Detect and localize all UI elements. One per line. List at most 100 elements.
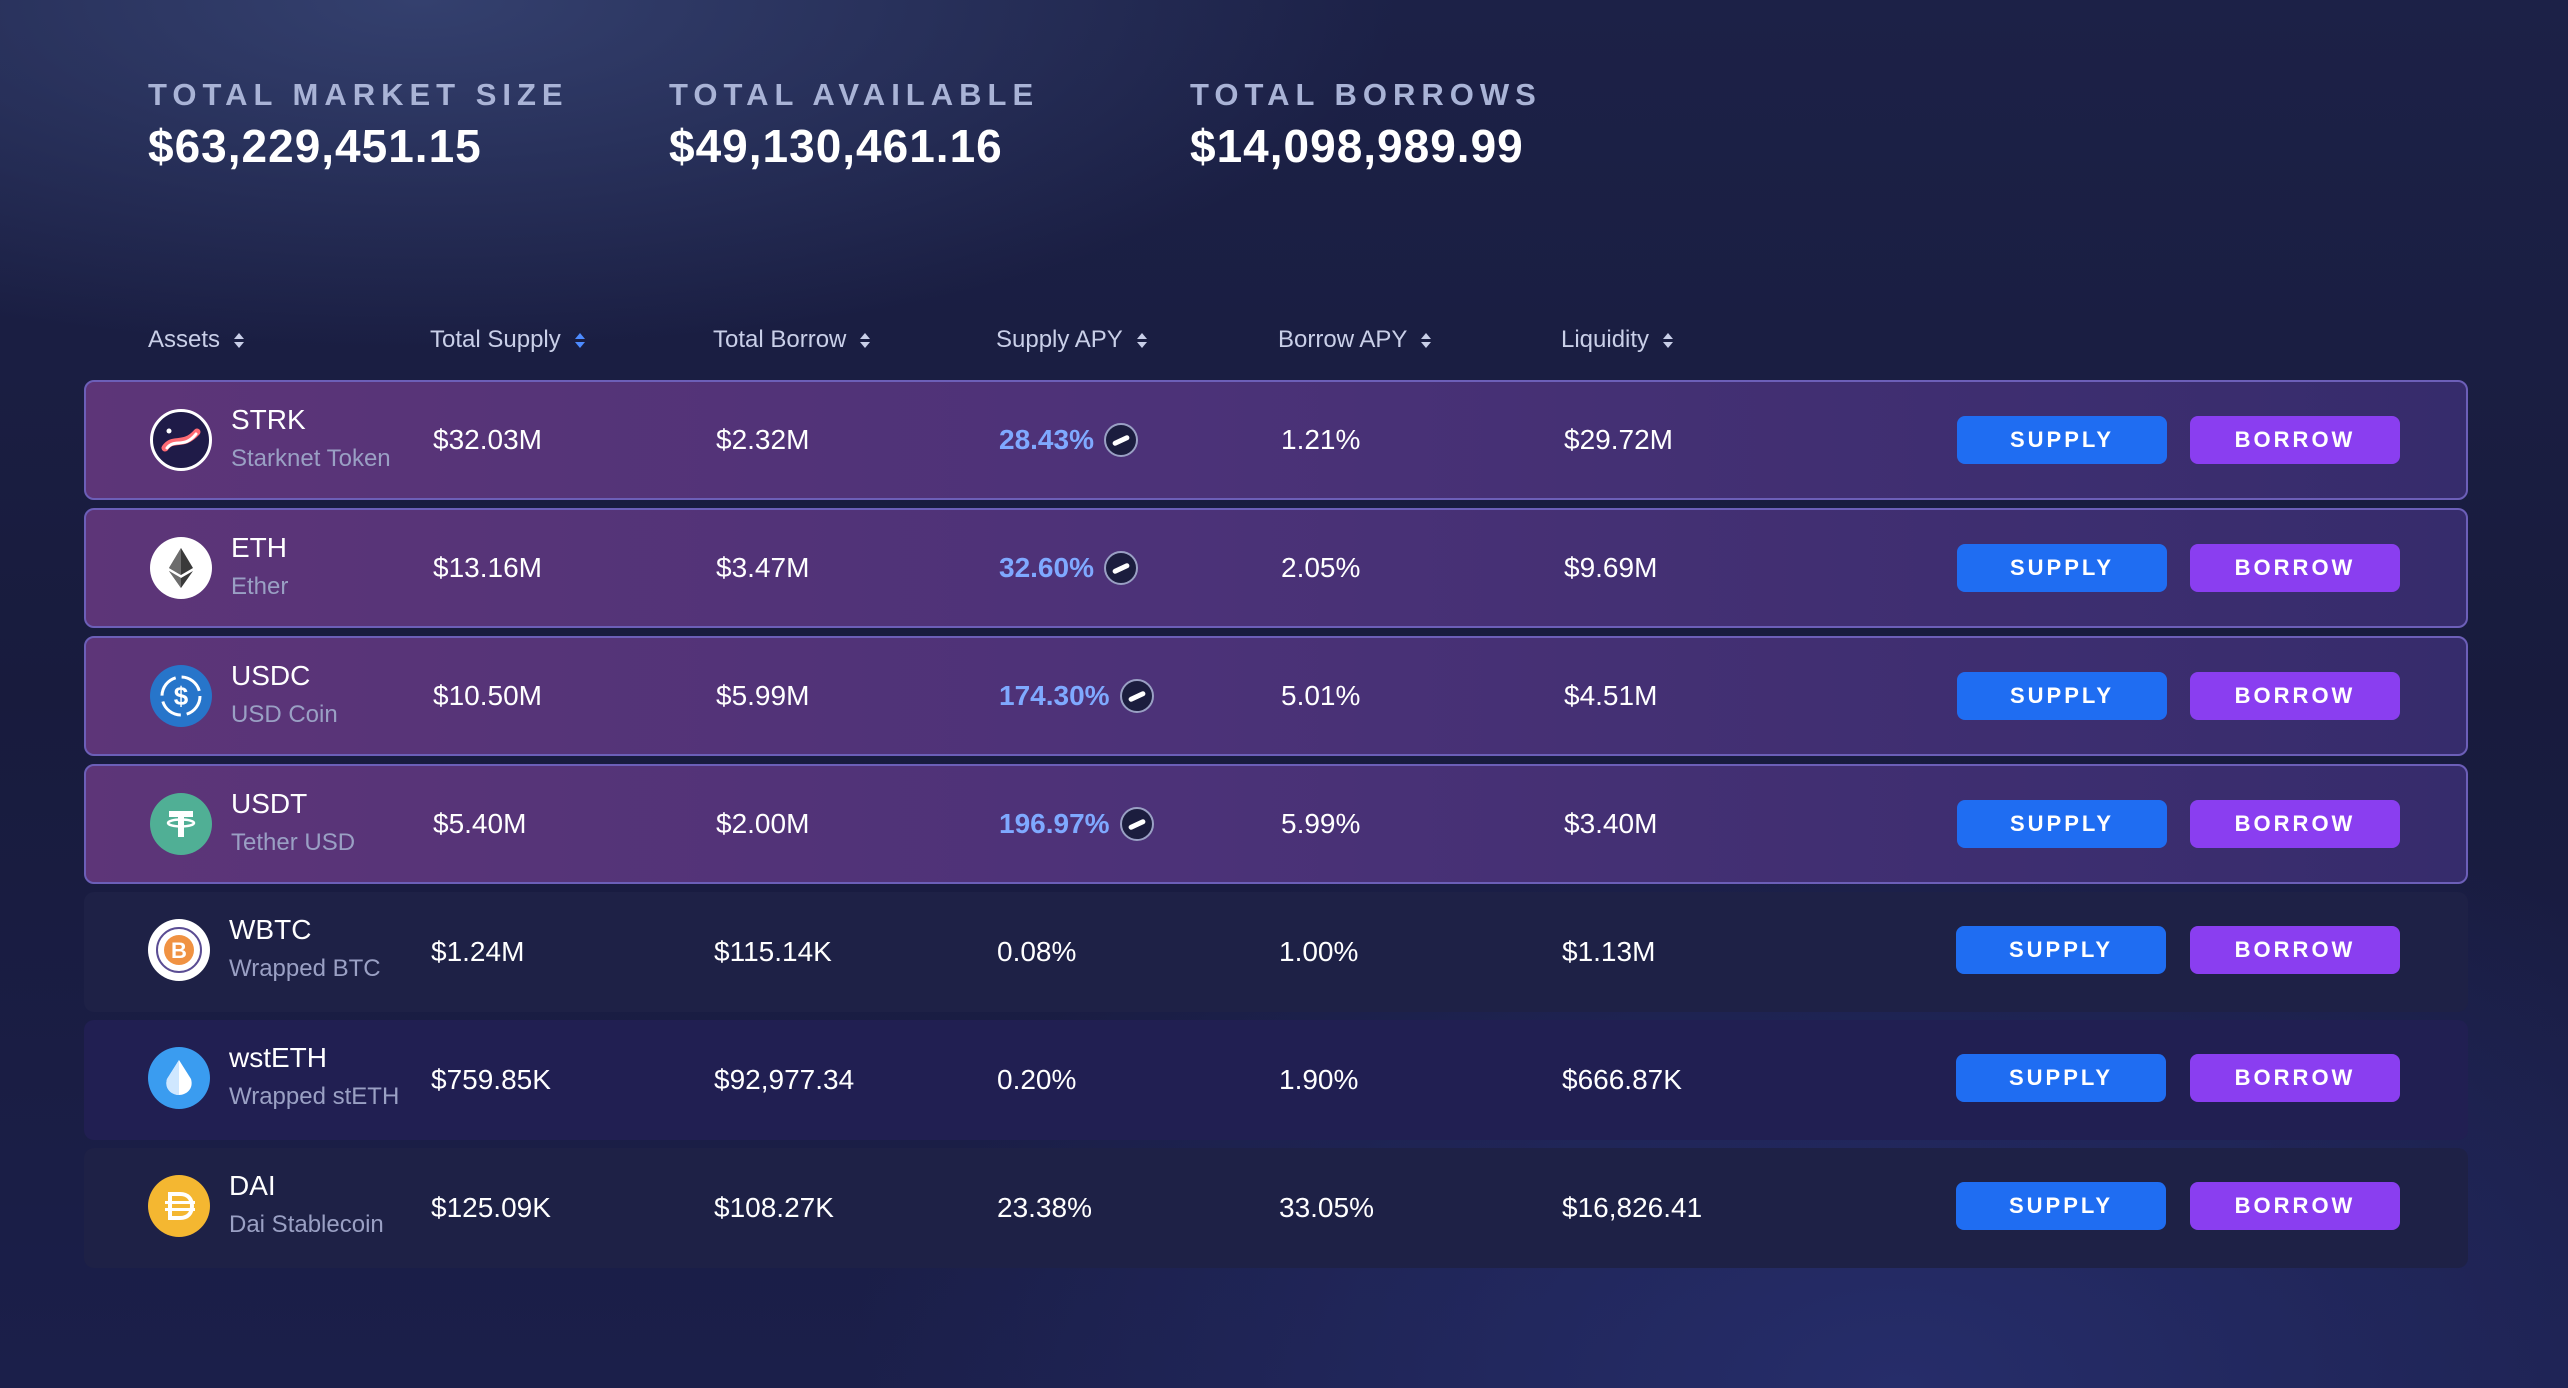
supply-apy-value: 28.43% <box>999 424 1094 455</box>
supply-button[interactable]: SUPPLY <box>1957 544 2167 592</box>
strk-reward-icon <box>1103 423 1138 457</box>
svg-text:B: B <box>171 938 187 963</box>
table-row[interactable]: wstETH Wrapped stETH $759.85K $92,977.34… <box>84 1020 2468 1140</box>
supply-apy-value: 0.08% <box>997 936 1077 967</box>
asset-symbol: DAI <box>229 1170 276 1201</box>
svg-text:$: $ <box>174 681 189 711</box>
supply-apy-value: 23.38% <box>997 1192 1092 1223</box>
column-header-total-borrow[interactable]: Total Borrow <box>713 322 871 358</box>
total-supply-value: $32.03M <box>433 424 542 455</box>
liquidity-value: $3.40M <box>1564 808 1658 839</box>
liquidity-value: $1.13M <box>1562 936 1656 967</box>
total-borrow-value: $5.99M <box>716 680 810 711</box>
total-supply-value: $5.40M <box>433 808 527 839</box>
borrow-apy-value: 1.00% <box>1279 936 1359 967</box>
column-header-total-supply[interactable]: Total Supply <box>430 322 585 358</box>
sort-icon[interactable] <box>860 332 871 348</box>
strk-reward-icon <box>1103 551 1138 585</box>
stat-label: TOTAL MARKET SIZE <box>148 77 569 112</box>
table-row[interactable]: $ USDC USD Coin $10.50M $5.99M 174.30% 5… <box>84 636 2468 756</box>
supply-button[interactable]: SUPPLY <box>1957 416 2167 464</box>
liquidity-value: $9.69M <box>1564 552 1658 583</box>
sort-icon[interactable] <box>574 332 585 348</box>
column-header-assets[interactable]: Assets <box>148 322 245 358</box>
total-supply-value: $13.16M <box>433 552 542 583</box>
total-supply-value: $759.85K <box>431 1064 551 1095</box>
stat-label: TOTAL BORROWS <box>1190 77 1542 112</box>
borrow-button[interactable]: BORROW <box>2190 416 2400 464</box>
borrow-button[interactable]: BORROW <box>2190 1054 2400 1102</box>
borrow-button[interactable]: BORROW <box>2190 926 2400 974</box>
column-header-supply-apy[interactable]: Supply APY <box>996 322 1147 358</box>
strk-reward-icon <box>1119 679 1154 713</box>
supply-apy-value: 196.97% <box>999 808 1110 839</box>
total-borrow-value: $3.47M <box>716 552 810 583</box>
supply-apy-value: 32.60% <box>999 552 1094 583</box>
column-header-liquidity[interactable]: Liquidity <box>1561 322 1674 358</box>
supply-button[interactable]: SUPPLY <box>1956 926 2166 974</box>
asset-name: USD Coin <box>231 701 338 728</box>
markets-table-body: STRK Starknet Token $32.03M $2.32M 28.43… <box>84 380 2468 1276</box>
total-supply-value: $125.09K <box>431 1192 551 1223</box>
total-supply-value: $10.50M <box>433 680 542 711</box>
table-row[interactable]: B WBTC Wrapped BTC $1.24M $115.14K 0.08%… <box>84 892 2468 1012</box>
asset-symbol: wstETH <box>229 1042 327 1073</box>
asset-symbol: USDC <box>231 660 311 691</box>
total-borrow-value: $108.27K <box>714 1192 834 1223</box>
liquidity-value: $29.72M <box>1564 424 1673 455</box>
sort-icon[interactable] <box>1136 332 1147 348</box>
supply-apy-cell: 32.60% <box>999 510 1138 626</box>
table-row[interactable]: DAI Dai Stablecoin $125.09K $108.27K 23.… <box>84 1148 2468 1268</box>
supply-button[interactable]: SUPPLY <box>1957 800 2167 848</box>
wsteth-icon <box>148 1047 210 1109</box>
borrow-button[interactable]: BORROW <box>2190 672 2400 720</box>
stat-total-borrows: TOTAL BORROWS $14,098,989.99 <box>1190 78 1711 174</box>
supply-button[interactable]: SUPPLY <box>1957 672 2167 720</box>
markets-table-header: Assets Total Supply Total Borrow Supply … <box>148 322 2448 358</box>
supply-apy-cell: 174.30% <box>999 638 1154 754</box>
total-borrow-value: $2.32M <box>716 424 810 455</box>
asset-symbol: USDT <box>231 788 308 819</box>
stat-label: TOTAL AVAILABLE <box>669 77 1040 112</box>
column-label: Total Supply <box>430 326 561 353</box>
column-label: Assets <box>148 326 221 353</box>
supply-apy-cell: 196.97% <box>999 766 1154 882</box>
column-header-borrow-apy[interactable]: Borrow APY <box>1278 322 1432 358</box>
total-borrow-value: $2.00M <box>716 808 810 839</box>
table-row[interactable]: USDT Tether USD $5.40M $2.00M 196.97% 5.… <box>84 764 2468 884</box>
stat-total-market-size: TOTAL MARKET SIZE $63,229,451.15 <box>148 78 669 174</box>
starknet-icon <box>150 409 212 471</box>
supply-button[interactable]: SUPPLY <box>1956 1054 2166 1102</box>
asset-symbol: ETH <box>231 532 287 563</box>
column-label: Liquidity <box>1561 326 1650 353</box>
asset-name: Ether <box>231 573 289 600</box>
usdc-icon: $ <box>150 665 212 727</box>
borrow-apy-value: 5.99% <box>1281 808 1361 839</box>
stat-value: $14,098,989.99 <box>1190 120 1524 172</box>
borrow-apy-value: 2.05% <box>1281 552 1361 583</box>
tether-icon <box>150 793 212 855</box>
borrow-apy-value: 1.90% <box>1279 1064 1359 1095</box>
borrow-button[interactable]: BORROW <box>2190 1182 2400 1230</box>
borrow-apy-value: 5.01% <box>1281 680 1361 711</box>
sort-icon[interactable] <box>234 332 245 348</box>
asset-name: Wrapped BTC <box>229 955 381 982</box>
sort-icon[interactable] <box>1421 332 1432 348</box>
market-stats: TOTAL MARKET SIZE $63,229,451.15 TOTAL A… <box>148 78 1711 174</box>
total-borrow-value: $92,977.34 <box>714 1064 855 1095</box>
bitcoin-icon: B <box>148 919 210 981</box>
supply-apy-value: 174.30% <box>999 680 1110 711</box>
asset-name: Dai Stablecoin <box>229 1211 384 1238</box>
sort-icon[interactable] <box>1663 332 1674 348</box>
table-row[interactable]: STRK Starknet Token $32.03M $2.32M 28.43… <box>84 380 2468 500</box>
stat-value: $49,130,461.16 <box>669 120 1003 172</box>
table-row[interactable]: ETH Ether $13.16M $3.47M 32.60% 2.05% $9… <box>84 508 2468 628</box>
stat-value: $63,229,451.15 <box>148 120 482 172</box>
borrow-apy-value: 1.21% <box>1281 424 1361 455</box>
asset-symbol: WBTC <box>229 914 312 945</box>
borrow-button[interactable]: BORROW <box>2190 544 2400 592</box>
column-label: Total Borrow <box>713 326 847 353</box>
supply-button[interactable]: SUPPLY <box>1956 1182 2166 1230</box>
borrow-button[interactable]: BORROW <box>2190 800 2400 848</box>
liquidity-value: $666.87K <box>1562 1064 1682 1095</box>
